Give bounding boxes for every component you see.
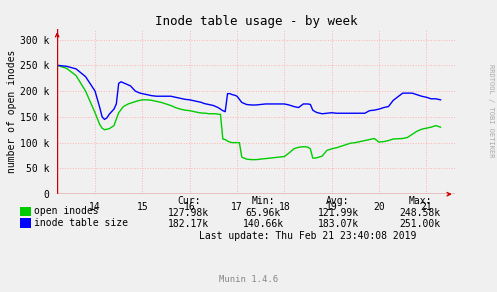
Text: 183.07k: 183.07k	[318, 219, 358, 229]
Text: RRDTOOL / TOBI OETIKER: RRDTOOL / TOBI OETIKER	[488, 64, 494, 158]
Text: 182.17k: 182.17k	[168, 219, 209, 229]
Text: 251.00k: 251.00k	[400, 219, 440, 229]
Text: Munin 1.4.6: Munin 1.4.6	[219, 275, 278, 284]
Text: Avg:: Avg:	[326, 196, 350, 206]
Text: Min:: Min:	[251, 196, 275, 206]
Text: Last update: Thu Feb 21 23:40:08 2019: Last update: Thu Feb 21 23:40:08 2019	[199, 231, 417, 241]
Text: 140.66k: 140.66k	[243, 219, 284, 229]
Text: 127.98k: 127.98k	[168, 208, 209, 218]
Y-axis label: number of open inodes: number of open inodes	[7, 50, 17, 173]
Text: 121.99k: 121.99k	[318, 208, 358, 218]
Title: Inode table usage - by week: Inode table usage - by week	[155, 15, 357, 28]
Text: 65.96k: 65.96k	[246, 208, 281, 218]
Text: open inodes: open inodes	[34, 206, 98, 216]
Text: Max:: Max:	[408, 196, 432, 206]
Text: Cur:: Cur:	[177, 196, 201, 206]
Text: 248.58k: 248.58k	[400, 208, 440, 218]
Text: inode table size: inode table size	[34, 218, 128, 228]
